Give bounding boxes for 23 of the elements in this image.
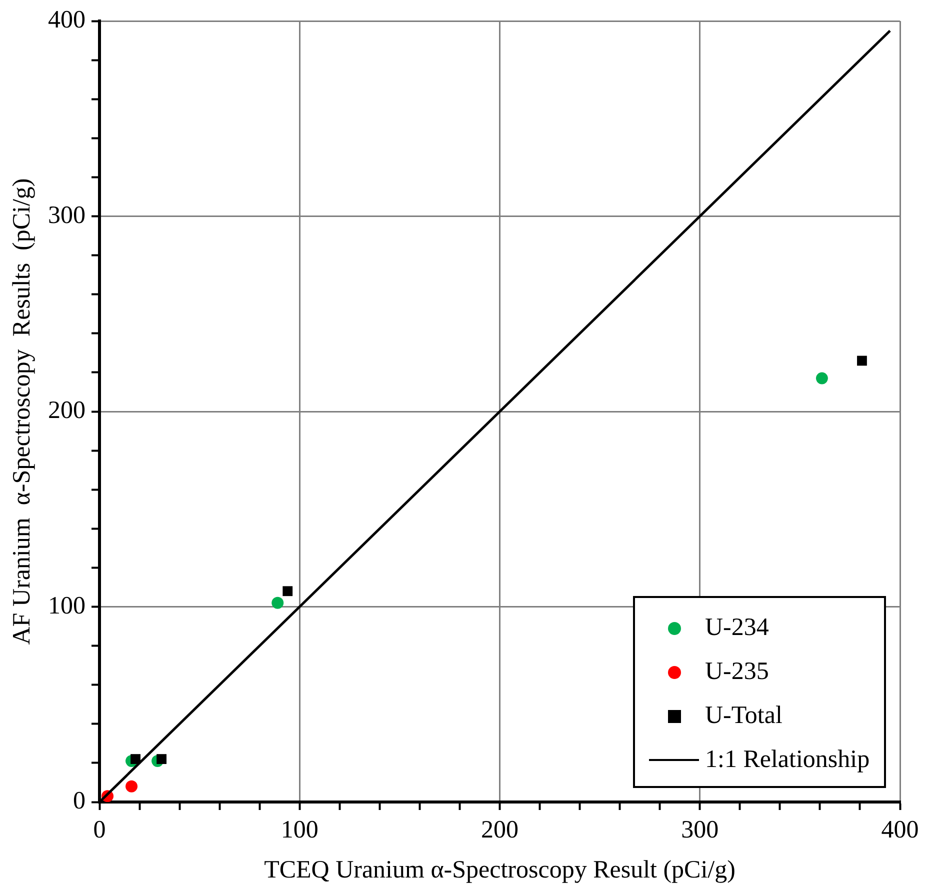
x-tick-label: 400	[881, 816, 919, 844]
x-axis-title: TCEQ Uranium α-Spectroscopy Result (pCi/g)	[264, 856, 736, 884]
y-tick-label: 400	[48, 6, 86, 34]
x-tick-label: 100	[280, 816, 318, 844]
point	[130, 754, 140, 764]
x-tick-label: 200	[481, 816, 518, 844]
point	[156, 754, 166, 764]
point	[272, 596, 284, 609]
y-tick-label: 0	[73, 788, 86, 815]
y-axis-title: AF Uranium α-Spectroscopy Results (pCi/g)	[8, 178, 36, 645]
y-tick-label: 300	[48, 202, 86, 229]
legend-label: U-Total	[705, 702, 782, 730]
legend-label: 1:1 Relationship	[705, 746, 870, 774]
y-tick-label: 100	[48, 592, 86, 620]
x-tick-label: 300	[681, 816, 719, 844]
legend-label: U-234	[705, 614, 769, 642]
y-tick-label: 200	[48, 397, 86, 424]
legend-label: U-235	[705, 658, 769, 686]
point	[816, 372, 828, 384]
point	[857, 356, 867, 366]
point	[282, 586, 293, 596]
point	[126, 780, 138, 792]
x-tick-label: 0	[93, 816, 106, 844]
